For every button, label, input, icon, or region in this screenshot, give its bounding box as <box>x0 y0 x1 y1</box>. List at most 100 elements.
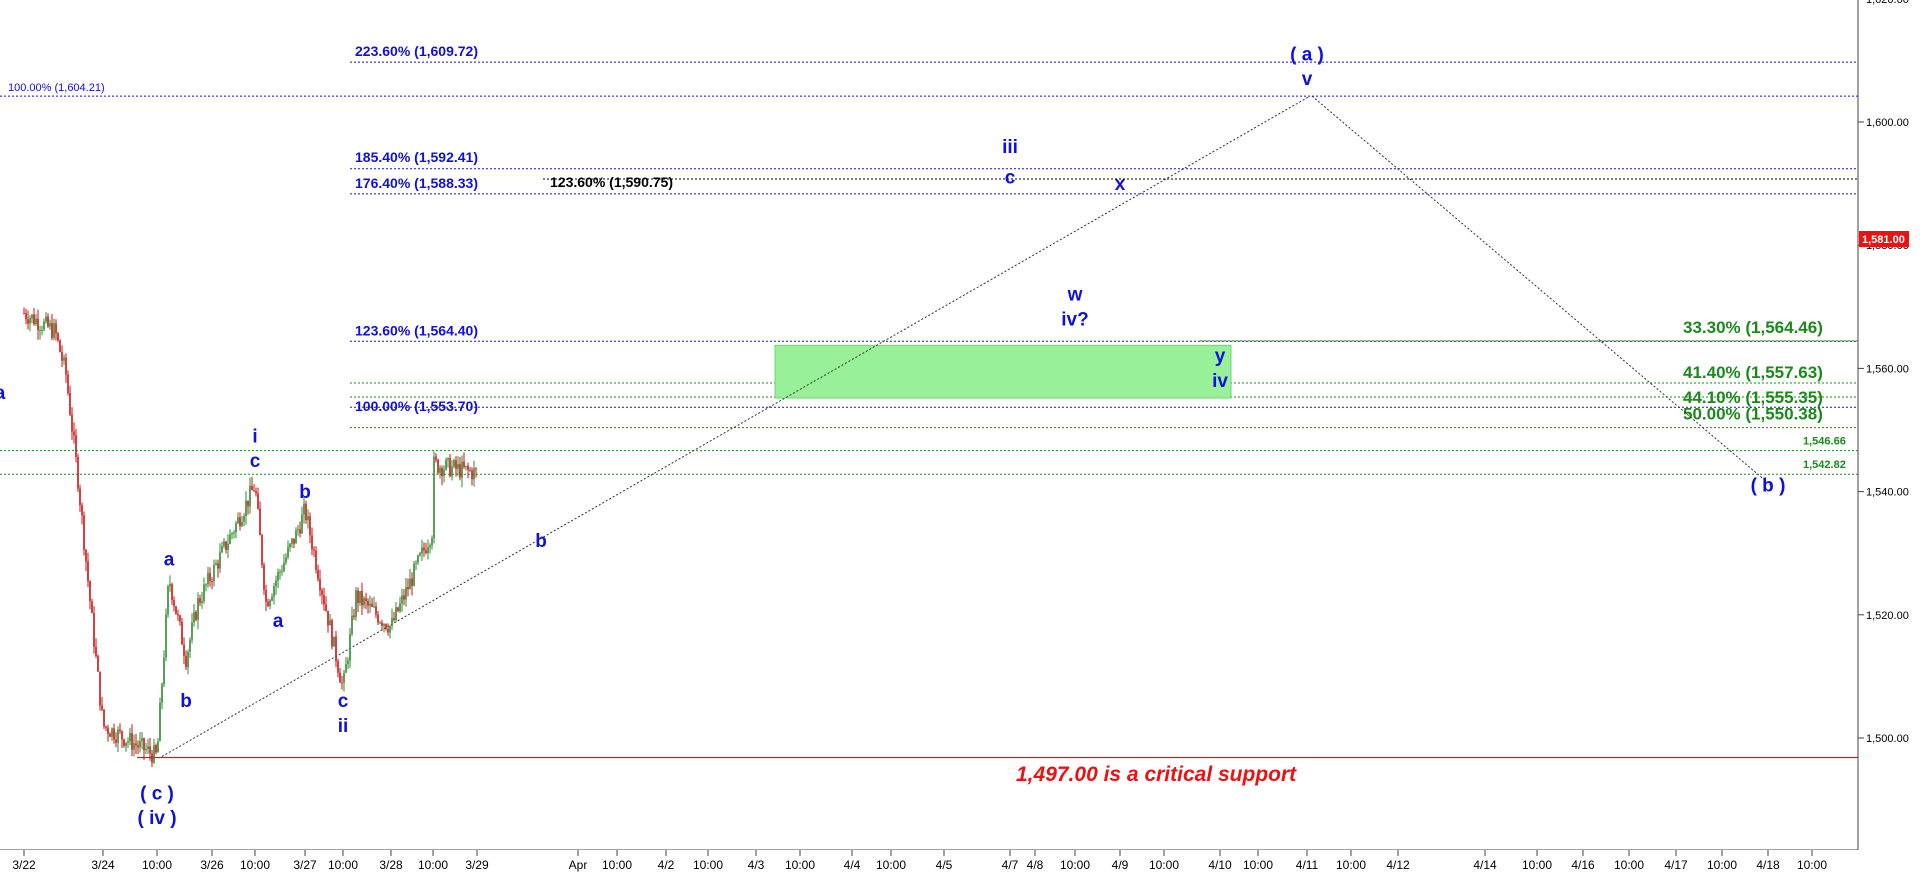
y-tick-label: 1,540.00 <box>1866 487 1909 499</box>
candle-body <box>321 590 323 595</box>
candles-layer <box>23 307 477 768</box>
candle-body <box>279 571 281 573</box>
candle-body <box>29 318 31 324</box>
candle-body <box>251 485 253 491</box>
candle-body <box>85 549 87 562</box>
candle-body <box>99 671 101 706</box>
candle-body <box>333 636 335 647</box>
candle-body <box>471 470 473 480</box>
candle-body <box>449 458 451 477</box>
support-label: 1,497.00 is a critical support <box>1016 763 1297 786</box>
y-tick-label: 1,600.00 <box>1866 117 1909 129</box>
candle-body <box>387 629 389 633</box>
wave-label: ( b ) <box>1751 476 1786 497</box>
wave-label: c <box>1005 168 1016 189</box>
candle-body <box>391 618 393 627</box>
x-tick-label: 4/18 <box>1756 858 1780 872</box>
candle-body <box>31 314 33 319</box>
candle-body <box>103 709 105 727</box>
candle-body <box>451 466 453 477</box>
x-tick-label: 4/12 <box>1386 858 1410 872</box>
candle-body <box>377 614 379 623</box>
candle-body <box>181 621 183 645</box>
candle-body <box>373 606 375 608</box>
candle-body <box>155 745 157 753</box>
candle-body <box>91 601 93 614</box>
candle-body <box>107 727 109 734</box>
candle-body <box>147 746 149 750</box>
y-tick-label: 1,620.00 <box>1866 0 1909 6</box>
level-label: 185.40% (1,592.41) <box>355 149 478 165</box>
x-tick-label: 10:00 <box>1149 858 1179 872</box>
plot-area <box>0 0 1858 850</box>
candle-body <box>69 392 71 415</box>
candle-body <box>447 458 449 460</box>
candle-body <box>211 581 213 583</box>
candle-body <box>121 731 123 740</box>
candle-body <box>337 661 339 673</box>
wave-label: v <box>1302 69 1313 90</box>
x-tick-label: 4/14 <box>1473 858 1497 872</box>
candle-body <box>317 569 319 580</box>
candle-body <box>291 538 293 544</box>
wave-label: a <box>273 611 284 632</box>
x-tick-label: 4/5 <box>936 858 953 872</box>
candle-body <box>163 657 165 685</box>
candle-body <box>401 595 403 604</box>
candle-body <box>53 323 55 338</box>
candle-body <box>137 745 139 748</box>
candle-body <box>341 682 343 684</box>
candle-body <box>475 468 477 470</box>
candle-body <box>249 485 251 507</box>
candle-body <box>33 314 35 325</box>
candle-body <box>325 604 327 611</box>
candle-body <box>75 435 77 457</box>
x-tick-label: 10:00 <box>328 858 358 872</box>
candle-body <box>35 318 37 325</box>
candle-body <box>419 553 421 556</box>
candle-body <box>293 538 295 544</box>
candle-body <box>445 459 447 470</box>
x-tick-label: 4/2 <box>658 858 675 872</box>
candle-body <box>185 655 187 668</box>
candle-body <box>45 316 47 322</box>
candle-body <box>49 323 51 327</box>
candle-body <box>175 606 177 615</box>
candle-body <box>133 743 135 750</box>
candle-body <box>63 357 65 361</box>
candle-body <box>413 563 415 586</box>
wave-label: ( a ) <box>1290 44 1324 65</box>
candle-body <box>159 702 161 742</box>
candle-body <box>339 672 341 683</box>
candle-body <box>149 746 151 754</box>
candle-body <box>215 563 217 565</box>
candle-body <box>151 753 153 763</box>
candle-body <box>141 738 143 742</box>
x-tick-label: 4/16 <box>1571 858 1595 872</box>
candle-body <box>179 615 181 622</box>
candle-body <box>41 329 43 331</box>
wave-label: b <box>535 531 547 552</box>
candle-body <box>221 546 223 553</box>
candle-body <box>111 728 113 737</box>
candle-body <box>157 741 159 753</box>
candle-body <box>65 357 67 375</box>
candle-body <box>289 543 291 548</box>
candle-body <box>25 313 27 320</box>
candle-body <box>131 733 133 750</box>
wave-label: iii <box>1002 137 1018 158</box>
candle-body <box>453 460 455 467</box>
level-label: 123.60% (1,590.75) <box>550 174 673 190</box>
candle-body <box>167 586 169 615</box>
candle-body <box>393 618 395 621</box>
candle-body <box>297 529 299 531</box>
candle-body <box>113 728 115 740</box>
candle-body <box>345 664 347 673</box>
x-tick-label: Apr <box>569 858 588 872</box>
candle-body <box>55 323 57 334</box>
candle-body <box>59 340 61 353</box>
candle-body <box>473 468 475 480</box>
candle-body <box>307 516 309 521</box>
candle-body <box>143 738 145 751</box>
candle-body <box>223 541 225 547</box>
